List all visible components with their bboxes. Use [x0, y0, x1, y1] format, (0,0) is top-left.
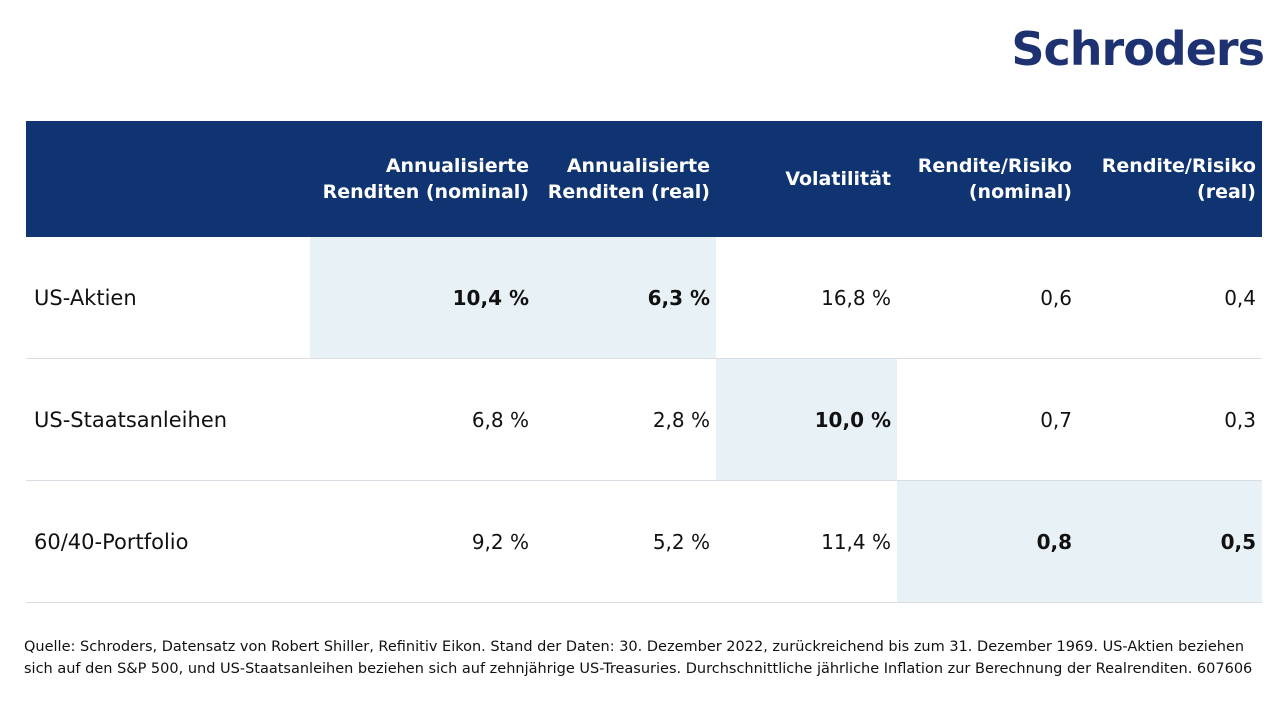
column-header: Annualisierte Renditen (real) — [535, 121, 716, 237]
column-header: Rendite/Risiko (real) — [1078, 121, 1262, 237]
table-cell: 6,3 % — [535, 237, 716, 358]
table-cell: 9,2 % — [471, 529, 529, 554]
table-cell: 0,8 — [897, 481, 1078, 602]
table-cell: 6,8 % — [471, 407, 529, 432]
column-header: Volatilität — [716, 121, 897, 237]
column-header: Annualisierte Renditen (nominal) — [310, 121, 535, 237]
column-header-text: Rendite/Risiko (nominal) — [917, 155, 1072, 203]
column-header-text: Annualisierte Renditen (nominal) — [322, 155, 529, 203]
source-footnote: Quelle: Schroders, Datensatz von Robert … — [24, 639, 1253, 677]
column-header-text: Rendite/Risiko (real) — [1101, 155, 1256, 203]
schroders-logo: Schroders — [1011, 22, 1265, 76]
row-label: US-Staatsanleihen — [34, 407, 228, 432]
table-row: US-Staatsanleihen 6,8 % 2,8 % 10,0 % 0,7 0,3 — [26, 359, 1262, 481]
table-row: US-Aktien 10,4 % 6,3 % 16,8 % 0,6 0,4 — [26, 237, 1262, 359]
table-cell: 2,8 % — [652, 407, 710, 432]
table-header-row: Annualisierte Renditen (nominal) Annualis… — [26, 121, 1262, 237]
column-header-text: Volatilität — [785, 168, 891, 190]
table-cell: 0,4 — [1224, 285, 1256, 310]
column-header — [26, 121, 310, 237]
table-cell: 11,4 % — [821, 529, 891, 554]
column-header-text: Annualisierte Renditen (real) — [547, 155, 710, 203]
row-label: US-Aktien — [34, 285, 137, 310]
column-header: Rendite/Risiko (nominal) — [897, 121, 1078, 237]
table-cell: 10,4 % — [310, 237, 535, 358]
table-cell: 10,0 % — [716, 359, 897, 480]
table-cell: 5,2 % — [652, 529, 710, 554]
table-cell: 0,7 — [1040, 407, 1072, 432]
returns-table: Annualisierte Renditen (nominal) Annualis… — [26, 121, 1262, 603]
table-cell: 0,3 — [1224, 407, 1256, 432]
table-cell: 16,8 % — [821, 285, 891, 310]
table-cell: 0,6 — [1040, 285, 1072, 310]
row-label: 60/40-Portfolio — [34, 529, 189, 554]
table-cell: 0,5 — [1078, 481, 1262, 602]
table-row: 60/40-Portfolio 9,2 % 5,2 % 11,4 % 0,8 0,5 — [26, 481, 1262, 603]
